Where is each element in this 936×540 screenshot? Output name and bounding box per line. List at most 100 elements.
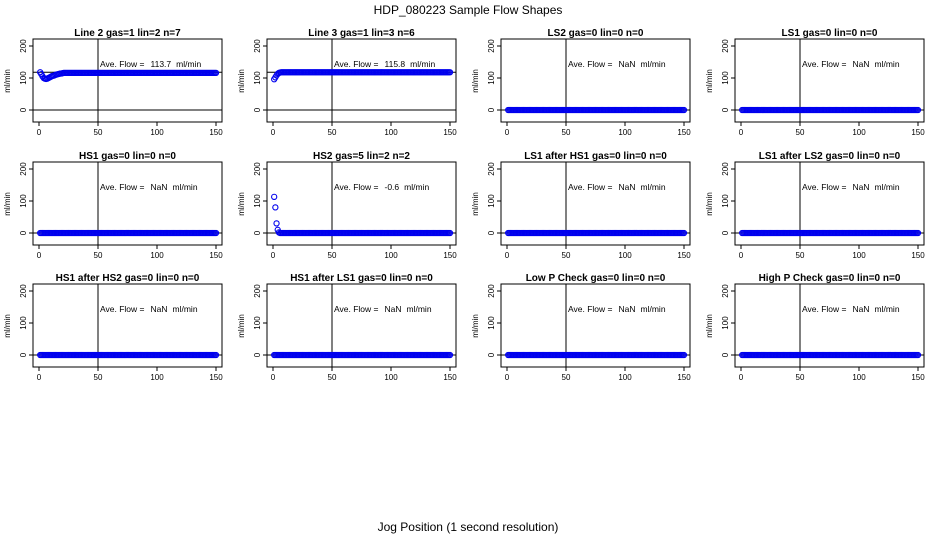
average-flow-label: Ave. Flow = xyxy=(568,59,613,69)
data-point xyxy=(212,351,220,359)
x-tick-label: 0 xyxy=(505,128,510,137)
x-tick-label: 50 xyxy=(796,128,805,137)
plot-frame xyxy=(500,283,691,368)
average-flow-unit: ml/min xyxy=(404,182,429,192)
x-tick-label: 0 xyxy=(271,251,276,260)
y-tick-label: 100 xyxy=(487,194,496,208)
panel-11: Low P Check gas=0 lin=0 n=0 ml/min 0 100 200… xyxy=(471,273,691,382)
data-point xyxy=(212,69,220,77)
y-tick-label: 0 xyxy=(721,107,730,112)
figure-title: HDP_080223 Sample Flow Shapes xyxy=(374,3,563,17)
y-tick-label: 100 xyxy=(253,194,262,208)
data-point xyxy=(271,193,278,200)
y-tick-label: 200 xyxy=(19,162,28,176)
y-tick-label: 100 xyxy=(19,316,28,330)
x-tick-label: 100 xyxy=(618,128,632,137)
average-flow-annotation: Ave. Flow = NaN ml/min xyxy=(568,182,666,192)
data-point xyxy=(914,229,922,237)
x-tick-label: 150 xyxy=(677,373,691,382)
y-tick-label: 0 xyxy=(487,230,496,235)
x-tick-label: 150 xyxy=(209,373,223,382)
x-tick-label: 50 xyxy=(94,128,103,137)
x-tick-label: 150 xyxy=(443,128,457,137)
average-flow-label: Ave. Flow = xyxy=(100,59,145,69)
x-tick-label: 50 xyxy=(328,128,337,137)
average-flow-unit: ml/min xyxy=(410,59,435,69)
x-tick-label: 100 xyxy=(384,128,398,137)
average-flow-unit: ml/min xyxy=(875,304,900,314)
panel-5: HS1 gas=0 lin=0 n=0 ml/min 0 100 200 0 50 100 15… xyxy=(3,151,223,260)
average-flow-annotation: Ave. Flow = NaN ml/min xyxy=(568,304,666,314)
x-tick-label: 50 xyxy=(328,251,337,260)
panel-title: High P Check gas=0 lin=0 n=0 xyxy=(759,273,901,284)
y-tick-label: 200 xyxy=(487,284,496,298)
average-flow-label: Ave. Flow = xyxy=(802,182,847,192)
x-tick-label: 100 xyxy=(150,373,164,382)
y-tick-label: 100 xyxy=(19,71,28,85)
y-tick-label: 200 xyxy=(487,39,496,53)
plot-frame xyxy=(734,161,925,246)
y-axis-label: ml/min xyxy=(237,192,246,216)
y-axis-label: ml/min xyxy=(471,69,480,93)
average-flow-annotation: Ave. Flow = NaN ml/min xyxy=(802,59,900,69)
x-tick-label: 150 xyxy=(209,128,223,137)
panel-title: HS1 gas=0 lin=0 n=0 xyxy=(79,151,176,162)
panel-title: Low P Check gas=0 lin=0 n=0 xyxy=(526,273,666,284)
x-tick-label: 50 xyxy=(796,251,805,260)
average-flow-unit: ml/min xyxy=(641,182,666,192)
average-flow-annotation: Ave. Flow = NaN ml/min xyxy=(802,182,900,192)
y-axis-label: ml/min xyxy=(3,314,12,338)
x-tick-label: 150 xyxy=(677,128,691,137)
y-axis-label: ml/min xyxy=(237,314,246,338)
x-tick-label: 150 xyxy=(911,251,925,260)
x-tick-label: 150 xyxy=(209,251,223,260)
x-tick-label: 0 xyxy=(739,251,744,260)
plot-frame xyxy=(266,283,457,368)
y-tick-label: 200 xyxy=(253,162,262,176)
panel-title: HS1 after LS1 gas=0 lin=0 n=0 xyxy=(290,273,433,284)
x-tick-label: 100 xyxy=(384,373,398,382)
average-flow-label: Ave. Flow = xyxy=(568,304,613,314)
x-tick-label: 0 xyxy=(739,128,744,137)
y-tick-label: 0 xyxy=(721,230,730,235)
plot-frame xyxy=(32,283,223,368)
y-tick-label: 200 xyxy=(721,162,730,176)
data-point xyxy=(914,106,922,114)
average-flow-unit: ml/min xyxy=(641,59,666,69)
panel-8: LS1 after LS2 gas=0 lin=0 n=0 ml/min 0 100 2… xyxy=(705,151,925,260)
x-tick-label: 50 xyxy=(94,373,103,382)
y-tick-label: 0 xyxy=(253,352,262,357)
y-tick-label: 200 xyxy=(721,284,730,298)
y-tick-label: 0 xyxy=(487,352,496,357)
average-flow-value: 115.8 xyxy=(385,59,406,69)
y-axis-label: ml/min xyxy=(237,69,246,93)
average-flow-label: Ave. Flow = xyxy=(100,304,145,314)
data-point xyxy=(446,351,454,359)
average-flow-annotation: Ave. Flow = -0.6 ml/min xyxy=(334,182,429,192)
x-tick-label: 50 xyxy=(328,373,337,382)
x-tick-label: 100 xyxy=(150,251,164,260)
y-tick-label: 0 xyxy=(19,107,28,112)
y-axis-label: ml/min xyxy=(471,314,480,338)
data-point xyxy=(914,351,922,359)
y-tick-label: 100 xyxy=(721,194,730,208)
y-tick-label: 0 xyxy=(253,107,262,112)
data-point xyxy=(680,106,688,114)
y-tick-label: 100 xyxy=(253,71,262,85)
average-flow-unit: ml/min xyxy=(875,59,900,69)
data-point xyxy=(680,229,688,237)
average-flow-annotation: Ave. Flow = NaN ml/min xyxy=(100,182,198,192)
panel-title: Line 2 gas=1 lin=2 n=7 xyxy=(74,28,181,39)
average-flow-label: Ave. Flow = xyxy=(802,304,847,314)
average-flow-value: NaN xyxy=(853,304,870,314)
x-tick-label: 150 xyxy=(911,373,925,382)
average-flow-annotation: Ave. Flow = 115.8 ml/min xyxy=(334,59,435,69)
y-tick-label: 100 xyxy=(487,71,496,85)
y-tick-label: 0 xyxy=(19,352,28,357)
plot-frame xyxy=(266,38,457,123)
plot-frame xyxy=(734,283,925,368)
y-tick-label: 100 xyxy=(253,316,262,330)
panel-2: Line 3 gas=1 lin=3 n=6 ml/min 0 100 200 0 50 10… xyxy=(237,28,457,137)
average-flow-value: NaN xyxy=(853,182,870,192)
x-tick-label: 50 xyxy=(94,251,103,260)
